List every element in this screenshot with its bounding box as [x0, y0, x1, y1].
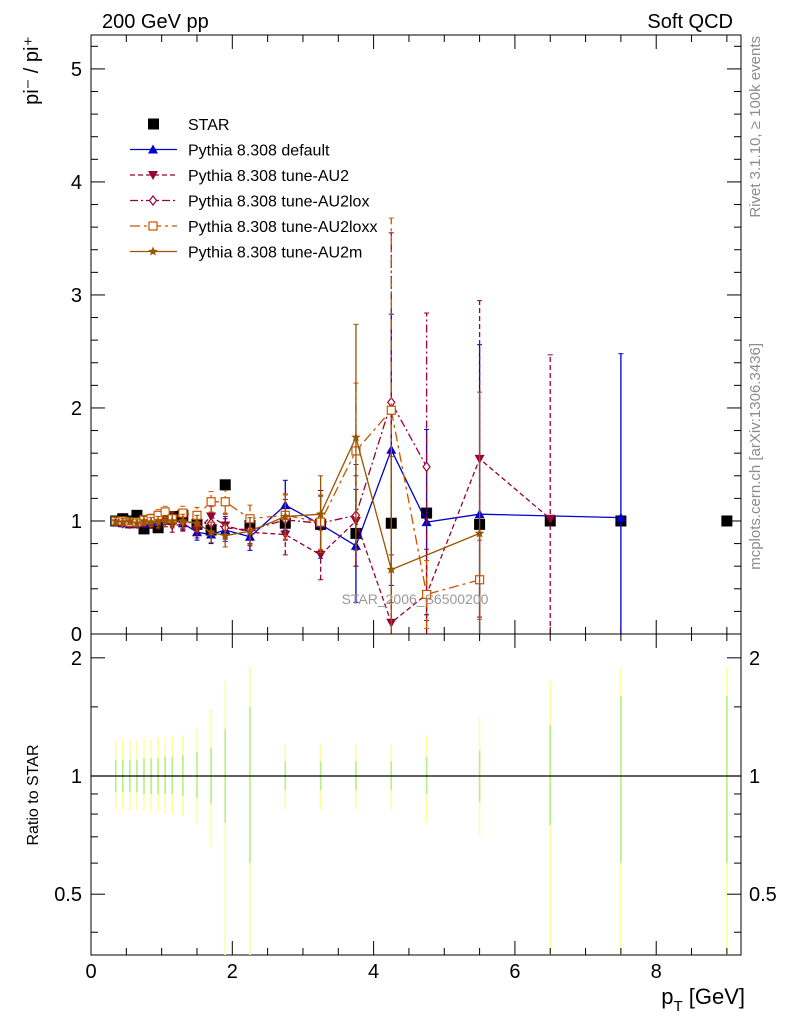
legend-marker [148, 246, 158, 256]
x-tick-label: 8 [651, 961, 662, 983]
legend-entry-0: STAR [148, 117, 229, 134]
x-axis-label-sub: T [673, 998, 682, 1015]
mcplots-label: mcplots.cern.ch [arXiv:1306.3436] [747, 343, 764, 570]
legend-label: Pythia 8.308 default [188, 143, 330, 160]
series-marker [315, 550, 326, 560]
series-marker [351, 432, 361, 442]
legend-marker [148, 221, 158, 231]
main-ytick-label: 0 [71, 624, 82, 646]
legend-entry-4: Pythia 8.308 tune-AU2loxx [130, 219, 377, 236]
series-0 [110, 479, 733, 539]
main-ytick-label: 4 [71, 172, 82, 194]
main-panel: 0 1 2 3 4 5 [71, 34, 742, 646]
series-marker [220, 530, 230, 540]
legend-entry-2: Pythia 8.308 tune-AU2 [130, 168, 349, 185]
ratio-ytick-label: 1 [71, 766, 82, 788]
series-marker [615, 512, 626, 522]
ratio-ytick-label-right: 1 [749, 766, 760, 788]
star-data-point [721, 515, 733, 527]
legend-label: Pythia 8.308 tune-AU2 [188, 168, 349, 185]
legend-entry-5: Pythia 8.308 tune-AU2m [130, 245, 362, 262]
header-right: Soft QCD [647, 11, 733, 33]
legend-marker [148, 195, 158, 206]
x-axis-label-main: p [661, 984, 673, 1009]
legend-label: Pythia 8.308 tune-AU2m [188, 245, 362, 262]
x-tick-label: 6 [509, 961, 520, 983]
series-marker [280, 511, 290, 521]
series-marker [245, 526, 255, 536]
series-marker [220, 497, 230, 507]
series-marker [125, 516, 135, 525]
series-marker [206, 527, 216, 537]
series-3 [111, 232, 431, 621]
legend-label: STAR [188, 117, 229, 134]
rivet-version-label: Rivet 3.1.10, ≥ 100k events [747, 36, 764, 218]
ratio-panel: 0.5 0.5 1 1 2 2 0 2 4 6 8 [54, 633, 777, 983]
star-data-point [138, 523, 150, 535]
series-marker [146, 517, 156, 527]
series-line [115, 435, 480, 571]
legend: STAR Pythia 8.308 default Pythia 8.308 tun… [130, 117, 377, 262]
series-marker [386, 405, 396, 415]
legend-marker [148, 171, 158, 180]
legend-label: Pythia 8.308 tune-AU2loxx [188, 219, 377, 236]
series-marker [192, 518, 202, 528]
ratio-ytick-label-right: 2 [749, 648, 760, 670]
analysis-watermark: STAR_2006_S6500200 [342, 591, 489, 607]
series-marker [206, 497, 216, 507]
legend-marker [148, 118, 159, 130]
x-axis-label: pT [GeV] [661, 984, 745, 1015]
legend-entry-3: Pythia 8.308 tune-AU2lox [130, 194, 369, 211]
main-ytick-label: 5 [71, 59, 82, 81]
series-2 [110, 300, 556, 635]
series-marker [545, 514, 556, 524]
series-marker [139, 516, 149, 525]
ratio-ytick-label-right: 0.5 [749, 884, 777, 906]
series-marker [132, 518, 142, 528]
series-line [115, 408, 480, 596]
series-marker [178, 516, 188, 525]
star-data-point [131, 509, 143, 521]
x-axis-label-unit: [GeV] [683, 984, 745, 1009]
x-tick-label: 2 [227, 961, 238, 983]
series-marker [422, 461, 431, 473]
series-marker [315, 509, 326, 519]
main-ylabel: pi⁻ / pi⁺ [21, 36, 43, 105]
ratio-frame [90, 633, 742, 956]
series-marker [153, 517, 163, 527]
series-marker [421, 589, 432, 600]
series-marker [474, 528, 485, 538]
header-left: 200 GeV pp [102, 11, 209, 33]
main-ytick-label: 2 [71, 398, 82, 420]
main-ytick-label: 3 [71, 285, 82, 307]
x-tick-label: 0 [85, 961, 96, 983]
legend-marker [148, 144, 158, 154]
series-marker [118, 517, 128, 527]
series-marker [167, 516, 177, 525]
ratio-ytick-label: 2 [71, 648, 82, 670]
series-marker [111, 516, 121, 525]
series-marker [386, 564, 396, 574]
x-tick-label: 4 [368, 961, 379, 983]
main-ytick-label: 1 [71, 511, 82, 533]
ratio-ytick-label: 0.5 [54, 884, 82, 906]
legend-entry-1: Pythia 8.308 default [130, 143, 330, 160]
ratio-ylabel: Ratio to STAR [25, 744, 42, 845]
series-line [115, 448, 621, 547]
series-4 [111, 217, 485, 629]
series-marker [160, 516, 170, 525]
legend-label: Pythia 8.308 tune-AU2lox [188, 194, 369, 211]
series-5 [111, 323, 485, 635]
star-data-point [219, 479, 231, 491]
